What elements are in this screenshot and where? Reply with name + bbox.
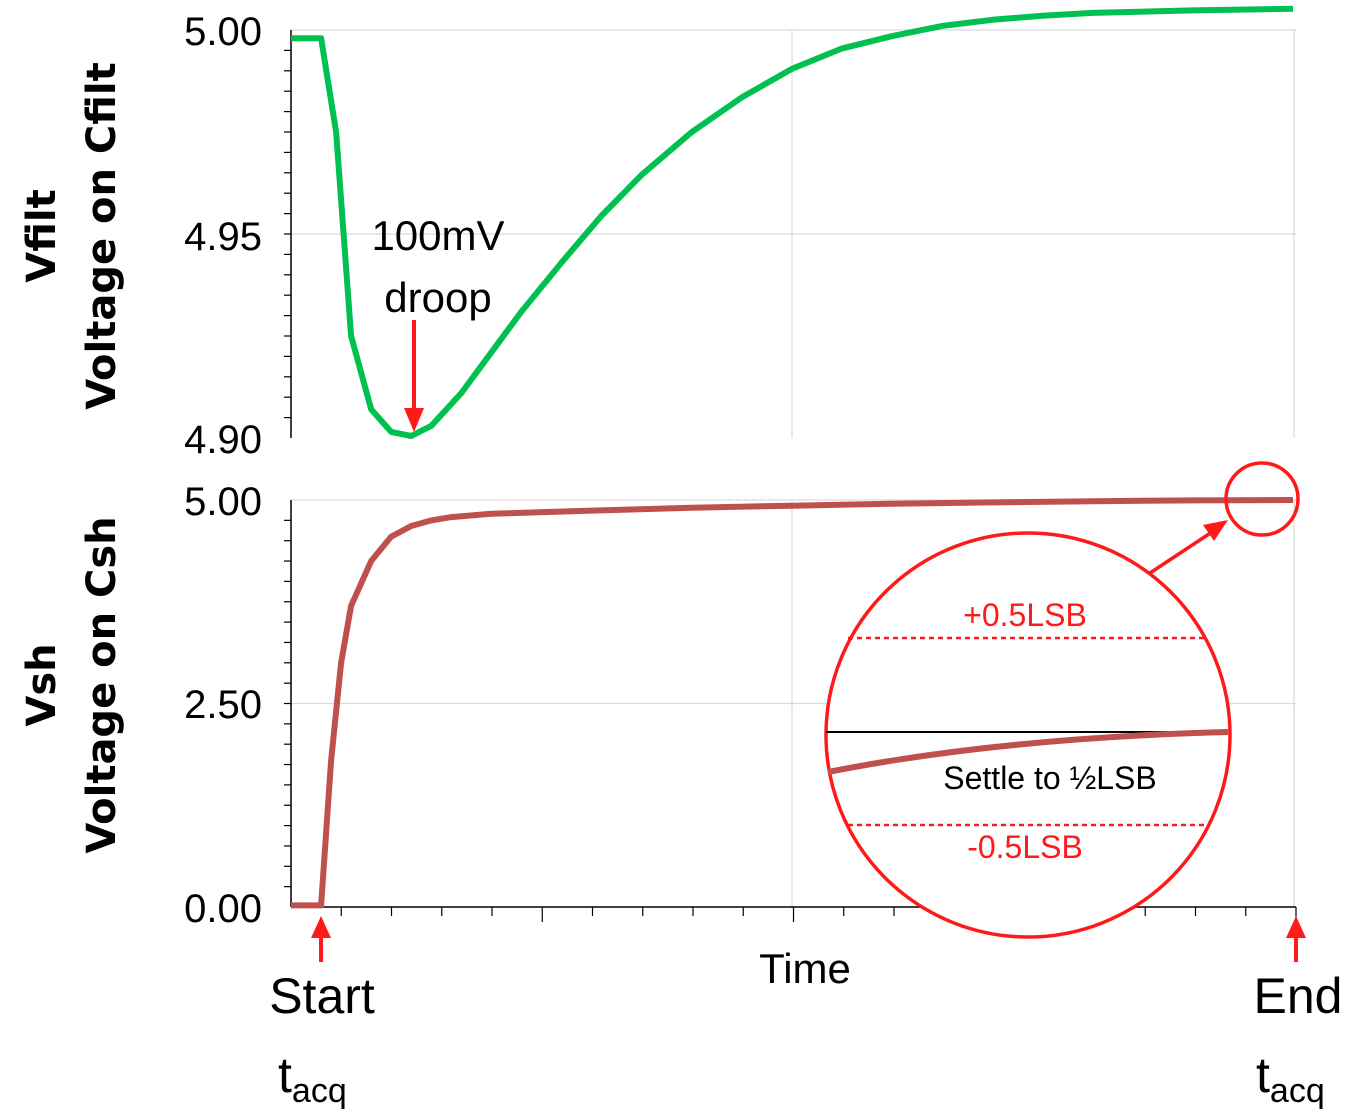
top-ytick-3: 4.90 <box>184 418 262 462</box>
settle-inset: +0.5LSB -0.5LSB Settle to ½LSB <box>824 531 1232 939</box>
top-ylabel-line2: Voltage on Cfilt <box>79 62 125 409</box>
droop-label-line1: 100mV <box>371 212 504 259</box>
bottom-ytick-1: 5.00 <box>184 480 262 524</box>
zoom-pointer-arrow <box>1149 528 1216 575</box>
end-tacq-base: t <box>1256 1047 1270 1103</box>
droop-label-line2: droop <box>384 274 491 321</box>
inset-circle <box>824 531 1232 939</box>
end-arrowhead <box>1286 916 1306 938</box>
top-ylabel-line1: Vfilt <box>19 189 65 282</box>
start-tacq-base: t <box>278 1047 292 1103</box>
bottom-ylabel-line2: Voltage on Csh <box>79 516 125 853</box>
end-tacq: tacq <box>1256 1047 1325 1109</box>
vfilt-series-line <box>291 5 1294 439</box>
droop-arrowhead <box>404 408 424 432</box>
bottom-ylabel-line1: Vsh <box>19 643 65 726</box>
bottom-minor-ticks <box>284 519 1297 922</box>
end-tacq-sub: acq <box>1270 1072 1325 1109</box>
bottom-ytick-2: 2.50 <box>184 683 262 727</box>
x-axis-label: Time <box>759 945 851 992</box>
end-zoom-circle <box>1224 461 1300 537</box>
top-ytick-1: 5.00 <box>184 10 262 54</box>
vsh-series-line <box>291 497 1294 909</box>
settle-label: Settle to ½LSB <box>943 760 1156 796</box>
bottom-panel: 5.00 2.50 0.00 Vsh Voltage on Csh Time +… <box>19 461 1300 992</box>
top-minor-ticks <box>284 49 291 419</box>
start-arrowhead <box>311 916 331 938</box>
start-tacq: tacq <box>278 1047 347 1109</box>
top-ytick-2: 4.95 <box>184 215 262 259</box>
zoom-pointer-arrowhead <box>1203 520 1228 541</box>
end-marker: End tacq <box>1254 916 1343 1109</box>
bottom-ytick-3: 0.00 <box>184 887 262 931</box>
top-gridlines <box>291 29 1296 438</box>
start-label: Start <box>269 968 375 1024</box>
inset-settling-curve <box>827 729 1229 775</box>
start-marker: Start tacq <box>269 916 375 1109</box>
lower-lsb-label: -0.5LSB <box>967 829 1083 865</box>
upper-lsb-label: +0.5LSB <box>963 597 1087 633</box>
end-label: End <box>1254 968 1343 1024</box>
top-panel: 5.00 4.95 4.90 Vfilt Voltage on Cfilt 10… <box>19 5 1296 462</box>
start-tacq-sub: acq <box>292 1072 347 1109</box>
